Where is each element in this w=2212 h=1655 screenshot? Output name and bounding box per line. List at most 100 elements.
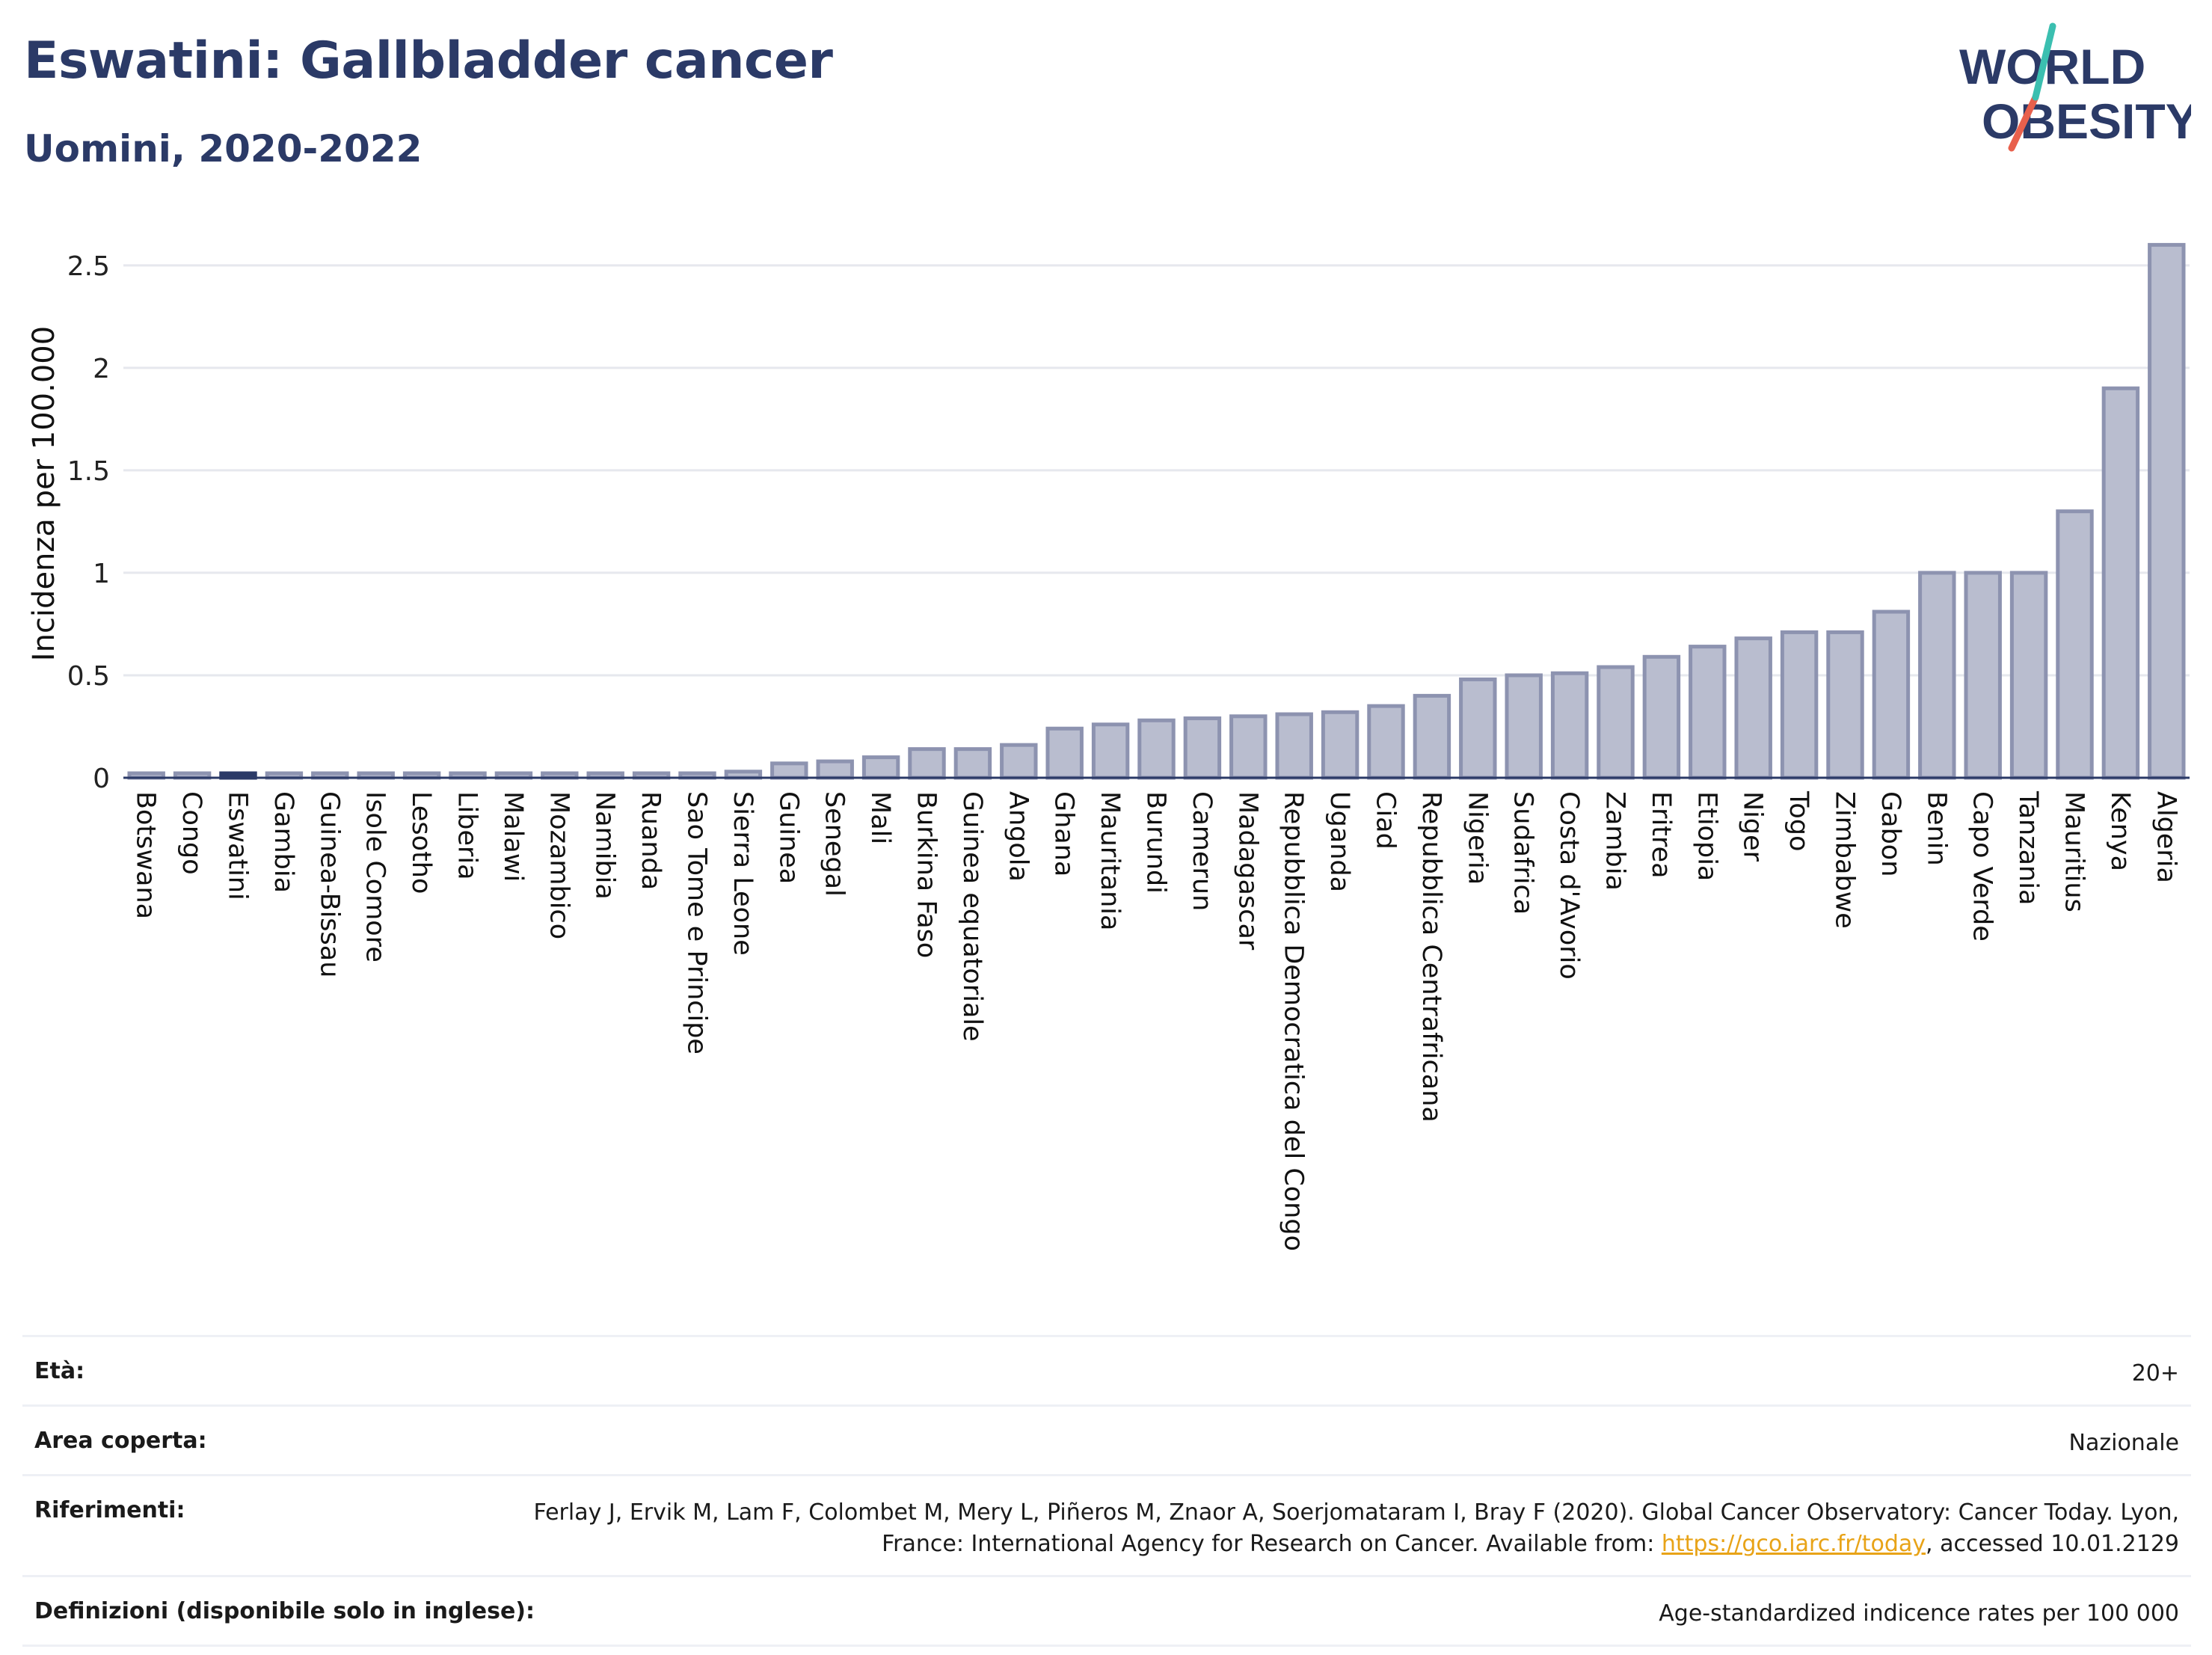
logo-text-world: WORLD bbox=[1959, 39, 2145, 94]
x-tick-label: Ghana bbox=[1049, 791, 1079, 876]
x-tick-label: Sao Tome e Principe bbox=[682, 791, 712, 1054]
bar-mauritania bbox=[1091, 722, 1130, 780]
references-label: Riferimenti: bbox=[34, 1497, 185, 1523]
logo-slash-red bbox=[2008, 93, 2039, 152]
area-label: Area coperta: bbox=[34, 1428, 207, 1454]
x-tick-label: Algeria bbox=[2151, 791, 2181, 883]
x-tick-label: Liberia bbox=[452, 791, 482, 880]
bar-angola bbox=[1000, 743, 1038, 780]
bar-nigeria bbox=[1459, 677, 1497, 780]
x-tick-label: Uganda bbox=[1324, 791, 1354, 892]
definitions-value: Age-standardized indicence rates per 100… bbox=[1659, 1600, 2179, 1627]
info-row-references: Riferimenti: Ferlay J, Ervik M, Lam F, C… bbox=[22, 1474, 2191, 1575]
info-row-age: Età: 20+ bbox=[22, 1335, 2191, 1404]
bar-algeria bbox=[2148, 242, 2186, 780]
x-tick-label: Repubblica Centrafricana bbox=[1416, 791, 1446, 1123]
x-tick-label: Mauritius bbox=[2059, 791, 2089, 912]
x-tick-label: Mauritania bbox=[1095, 791, 1125, 930]
x-tick-label: Senegal bbox=[820, 791, 850, 897]
bar-costa-d-avorio bbox=[1550, 671, 1589, 780]
x-tick-label: Togo bbox=[1784, 790, 1813, 851]
x-tick-label: Capo Verde bbox=[1967, 791, 1997, 942]
bar-tanzania bbox=[2009, 571, 2048, 780]
bar-chart: Botswana Congo Eswatini Gambia Guinea-Bissau… bbox=[27, 242, 2190, 1251]
y-tick-label: 2 bbox=[93, 354, 110, 384]
info-row-area: Area coperta: Nazionale bbox=[22, 1404, 2191, 1474]
bar-uganda bbox=[1321, 710, 1360, 780]
x-tick-label: Malawi bbox=[498, 791, 528, 882]
x-tick-label: Botswana bbox=[131, 791, 161, 919]
x-tick-label: Costa d'Avorio bbox=[1554, 791, 1584, 980]
x-tick-label: Zambia bbox=[1600, 791, 1630, 891]
y-axis-label: Incidenza per 100.000 bbox=[27, 326, 61, 661]
y-tick-label: 2.5 bbox=[67, 251, 110, 282]
bar-mali bbox=[861, 755, 900, 780]
x-tick-label: Lesotho bbox=[406, 791, 436, 894]
y-tick-label: 1.5 bbox=[67, 456, 110, 487]
x-tick-label: Namibia bbox=[590, 791, 620, 900]
bar-gabon bbox=[1872, 610, 1911, 780]
world-obesity-logo: WORLD OBESITY bbox=[1959, 22, 2191, 152]
x-tick-label: Congo bbox=[176, 791, 206, 875]
y-axis: 0 0.5 1 1.5 2 2.5 bbox=[67, 251, 110, 794]
bar-senegal bbox=[816, 759, 854, 780]
bar-ciad bbox=[1367, 704, 1405, 780]
bar-eritrea bbox=[1642, 654, 1681, 780]
x-tick-label: Angola bbox=[1003, 791, 1033, 882]
x-tick-label: Benin bbox=[1921, 791, 1951, 866]
x-tick-label: Zimbabwe bbox=[1830, 791, 1860, 929]
y-tick-label: 0 bbox=[93, 764, 110, 794]
info-row-definitions: Definizioni (disponibile solo in inglese… bbox=[22, 1575, 2191, 1647]
x-tick-label: Tanzania bbox=[2013, 790, 2043, 905]
definitions-label: Definizioni (disponibile solo in inglese… bbox=[34, 1598, 535, 1624]
x-tick-label: Kenya bbox=[2105, 791, 2135, 871]
bar-zimbabwe bbox=[1826, 630, 1864, 780]
bar-togo bbox=[1780, 630, 1819, 780]
x-tick-label: Ruanda bbox=[636, 791, 666, 890]
x-tick-label: Eritrea bbox=[1646, 791, 1676, 879]
x-tick-label: Isole Comore bbox=[360, 791, 390, 962]
x-tick-label: Guinea-Bissau bbox=[314, 791, 344, 977]
x-tick-label: Ciad bbox=[1371, 791, 1401, 850]
references-value: Ferlay J, Ervik M, Lam F, Colombet M, Me… bbox=[497, 1497, 2179, 1560]
chart-subtitle: Uomini, 2020-2022 bbox=[24, 127, 423, 171]
x-tick-label: Sierra Leone bbox=[728, 791, 758, 956]
x-tick-label: Guinea bbox=[773, 791, 803, 884]
bar-kenya bbox=[2101, 386, 2140, 780]
age-label: Età: bbox=[34, 1358, 85, 1384]
bar-guinea bbox=[770, 761, 808, 780]
references-link[interactable]: https://gco.iarc.fr/today bbox=[1661, 1531, 1926, 1557]
x-tick-label: Burundi bbox=[1141, 791, 1171, 894]
bar-mauritius bbox=[2056, 509, 2094, 780]
logo-slash-teal bbox=[2032, 22, 2056, 101]
x-tick-label: Gabon bbox=[1875, 791, 1905, 876]
bar-burkina-faso bbox=[908, 747, 946, 780]
info-table: Età: 20+ Area coperta: Nazionale Riferim… bbox=[22, 1335, 2191, 1647]
y-tick-label: 1 bbox=[93, 559, 110, 589]
x-tick-label: Guinea equatoriale bbox=[957, 791, 987, 1042]
x-tick-label: Nigeria bbox=[1462, 791, 1492, 885]
area-value: Nazionale bbox=[2068, 1430, 2179, 1456]
x-tick-label: Etiopia bbox=[1692, 791, 1721, 881]
bar-burundi bbox=[1137, 718, 1176, 780]
bar-guinea-equatoriale bbox=[953, 747, 992, 780]
bar-camerun bbox=[1183, 716, 1222, 780]
bar-benin bbox=[1918, 571, 1956, 780]
x-axis: Botswana Congo Eswatini Gambia Guinea-Bissau… bbox=[123, 776, 2190, 1251]
x-tick-label: Camerun bbox=[1187, 791, 1217, 911]
y-tick-label: 0.5 bbox=[67, 661, 110, 692]
age-value: 20+ bbox=[2131, 1360, 2179, 1387]
bar-ghana bbox=[1045, 726, 1084, 780]
x-tick-label: Mali bbox=[865, 791, 895, 844]
x-tick-label: Eswatini bbox=[223, 791, 253, 900]
references-text: Ferlay J, Ervik M, Lam F, Colombet M, Me… bbox=[533, 1499, 2179, 1557]
bar-niger bbox=[1734, 636, 1772, 780]
references-accessed: , accessed 10.01.2129 bbox=[1926, 1531, 2179, 1557]
bars bbox=[127, 242, 2186, 780]
x-tick-label: Mozambico bbox=[544, 791, 574, 939]
bar-repubblica-democratica-del-congo bbox=[1275, 712, 1313, 780]
bar-etiopia bbox=[1689, 645, 1727, 780]
chart-title: Eswatini: Gallbladder cancer bbox=[24, 31, 833, 90]
bar-sudafrica bbox=[1505, 673, 1543, 780]
x-tick-label: Niger bbox=[1738, 791, 1768, 862]
